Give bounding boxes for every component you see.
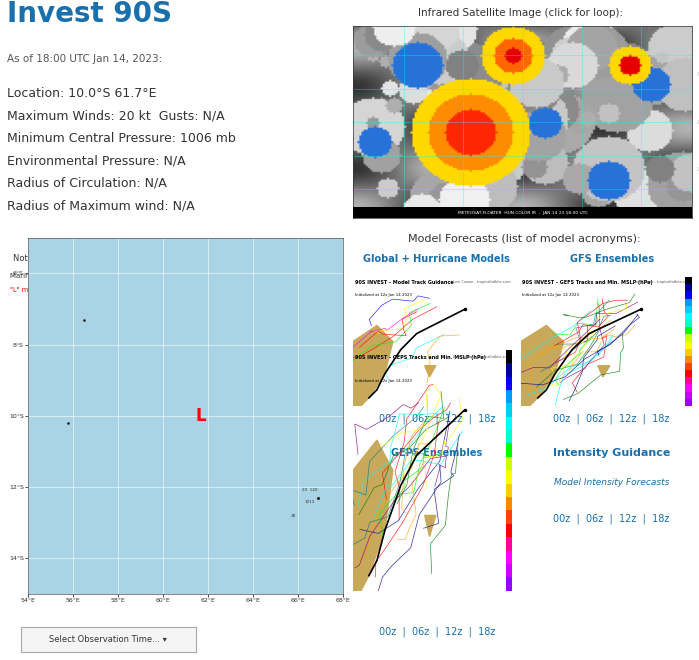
Text: GEPS Ensembles: GEPS Ensembles [391,448,482,458]
Text: METEOSAT-FLOATER  HUN COLOR IR  -  JAN 14 23 18:00 UTC: METEOSAT-FLOATER HUN COLOR IR - JAN 14 2… [458,211,587,214]
Bar [685,399,692,406]
Bar [685,284,692,292]
Bar [506,457,512,470]
Text: Radius of Circulation: N/A: Radius of Circulation: N/A [7,177,167,190]
Text: Levi Cowan - tropicaltidbits.com: Levi Cowan - tropicaltidbits.com [251,273,339,278]
Text: Environmental Pressure: N/A: Environmental Pressure: N/A [7,154,186,168]
Text: Maximum Winds: 20 kt  Gusts: N/A: Maximum Winds: 20 kt Gusts: N/A [7,110,224,123]
Text: "L" marks storm location as of 18Z Jan 14: "L" marks storm location as of 18Z Jan 1… [10,287,150,293]
Bar [506,470,512,484]
Bar [685,384,692,391]
Polygon shape [598,366,610,377]
Text: Model Intensity Forecasts: Model Intensity Forecasts [554,478,670,488]
Bar [506,524,512,537]
Polygon shape [425,515,436,537]
Text: L: L [196,407,206,425]
Bar [685,306,692,313]
Text: Initialized at 12z Jan 14 2023: Initialized at 12z Jan 14 2023 [522,292,579,296]
Text: Levi Cowan - tropicaltidbits.com: Levi Cowan - tropicaltidbits.com [453,280,511,284]
Text: Location: 10.0°S 61.7°E: Location: 10.0°S 61.7°E [7,87,157,100]
Text: Surface Plot (click to enlarge):: Surface Plot (click to enlarge): [90,238,259,249]
Text: Marine Surface Plot Near 90S INVEST 18:15Z-19:45Z Jan 14 2023: Marine Surface Plot Near 90S INVEST 18:1… [10,273,239,279]
Text: 1013: 1013 [304,500,315,504]
Bar [506,550,512,564]
Text: Infrared Satellite Image (click for loop):: Infrared Satellite Image (click for loop… [418,8,624,18]
Bar [506,497,512,510]
Bar [506,416,512,430]
Text: Levi Cowan - tropicaltidbits.com: Levi Cowan - tropicaltidbits.com [453,354,511,358]
Bar [506,578,512,591]
Bar [506,377,512,390]
Text: Initialized at 12z Jan 14 2023: Initialized at 12z Jan 14 2023 [354,379,412,383]
Polygon shape [425,366,436,377]
Text: Select Observation Time... ▾: Select Observation Time... ▾ [50,635,167,644]
Text: 00z  |  06z  |  12z  |  18z: 00z | 06z | 12z | 18z [554,513,670,523]
Text: Invest 90S: Invest 90S [7,0,172,28]
Bar [685,313,692,320]
Text: 00z  |  06z  |  12z  |  18z: 00z | 06z | 12z | 18z [379,414,495,424]
Bar [506,430,512,444]
Text: -7: -7 [696,72,699,77]
Bar [506,537,512,550]
Bar [506,350,512,363]
Bar [506,403,512,416]
Polygon shape [353,325,393,406]
Bar [685,391,692,399]
Bar [506,564,512,578]
Bar [685,320,692,327]
Text: 90S INVEST - GEPS Tracks and Min. MSLP (hPa): 90S INVEST - GEPS Tracks and Min. MSLP (… [354,354,486,360]
Bar [685,277,692,284]
Bar [685,348,692,356]
Bar [685,378,692,384]
Bar [685,298,692,306]
Text: Intensity Guidance: Intensity Guidance [553,448,670,458]
Text: -13: -13 [696,168,699,172]
Bar [506,390,512,403]
Text: As of 18:00 UTC Jan 14, 2023:: As of 18:00 UTC Jan 14, 2023: [7,55,162,65]
Text: -10: -10 [696,119,699,125]
Bar [685,335,692,341]
Text: Minimum Central Pressure: 1006 mb: Minimum Central Pressure: 1006 mb [7,132,236,145]
Text: 00z  |  06z  |  12z  |  18z: 00z | 06z | 12z | 18z [554,414,670,424]
Text: Radius of Maximum wind: N/A: Radius of Maximum wind: N/A [7,199,195,213]
Text: Global + Hurricane Models: Global + Hurricane Models [363,253,510,263]
Text: Levi Cowan - tropicaltidbits.com: Levi Cowan - tropicaltidbits.com [633,280,691,284]
Text: GFS Ensembles: GFS Ensembles [570,253,654,263]
Bar [506,510,512,524]
Bar [506,484,512,497]
Polygon shape [353,440,393,591]
Text: Initialized at 12z Jan 14 2023: Initialized at 12z Jan 14 2023 [354,292,412,296]
Bar [685,341,692,348]
Bar [685,363,692,370]
Text: 28: 28 [291,514,296,518]
Bar [685,292,692,298]
Text: 20  120: 20 120 [302,488,317,492]
Text: 90S INVEST - GEFS Tracks and Min. MSLP (hPa): 90S INVEST - GEFS Tracks and Min. MSLP (… [522,280,653,284]
Text: 90S INVEST - Model Track Guidance: 90S INVEST - Model Track Guidance [354,280,453,284]
Bar [685,356,692,363]
Bar [353,207,692,218]
Bar [506,363,512,377]
Text: Model Forecasts (​list of model acronyms​):: Model Forecasts (​list of model acronyms… [408,234,640,244]
Bar [685,327,692,335]
Text: 00z  |  06z  |  12z  |  18z: 00z | 06z | 12z | 18z [379,626,495,637]
Text: Note that the most recent hour may not be fully populated with stations yet.: Note that the most recent hour may not b… [13,253,336,263]
Polygon shape [521,325,563,406]
Bar [685,370,692,378]
Bar [506,444,512,457]
